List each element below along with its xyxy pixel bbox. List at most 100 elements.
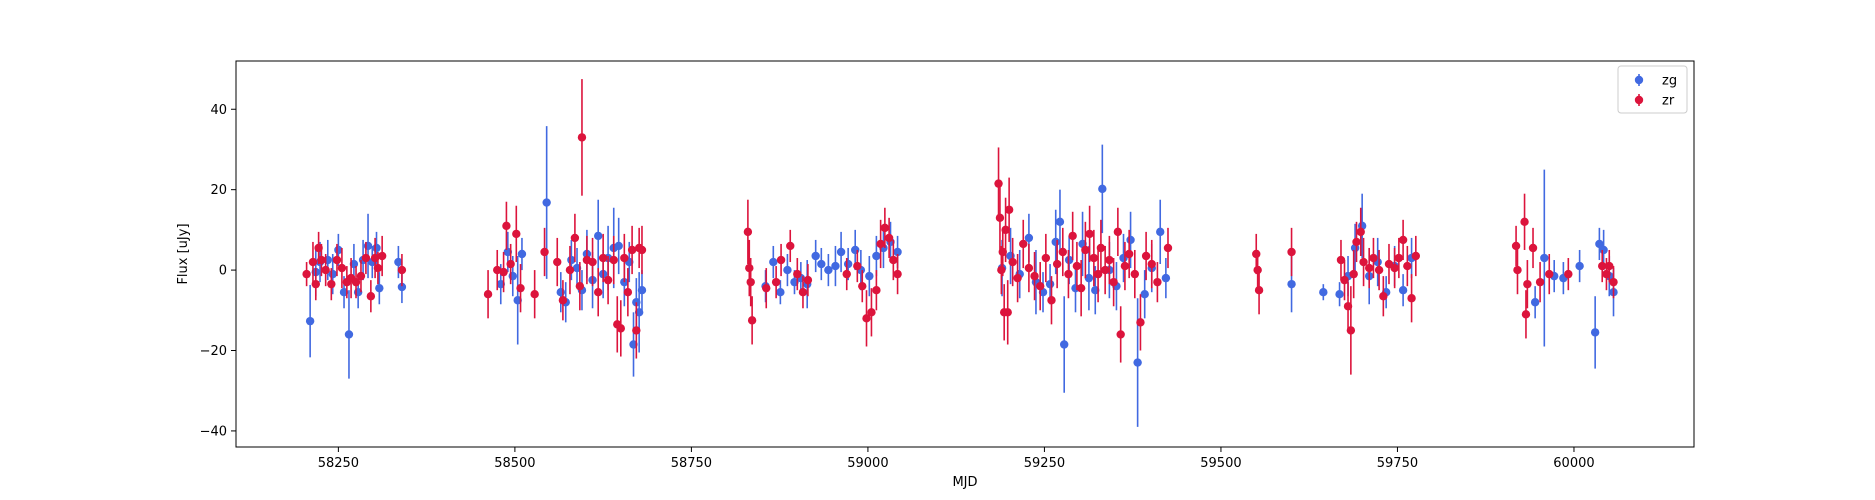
y-tick-label: −40 bbox=[200, 424, 227, 439]
data-point bbox=[1068, 231, 1077, 241]
data-point bbox=[1252, 249, 1261, 259]
data-point bbox=[1598, 261, 1607, 271]
data-point bbox=[1120, 261, 1130, 271]
data-point bbox=[542, 198, 551, 207]
data-point bbox=[1045, 279, 1055, 289]
data-point bbox=[361, 253, 371, 263]
plot-area bbox=[302, 79, 1618, 427]
data-point bbox=[1085, 229, 1094, 239]
data-point bbox=[1365, 263, 1374, 273]
data-point bbox=[1394, 253, 1404, 263]
data-point bbox=[745, 263, 754, 273]
data-point bbox=[1004, 205, 1014, 214]
data-point bbox=[1013, 273, 1022, 283]
data-point bbox=[308, 257, 318, 267]
x-tick-label: 59500 bbox=[1200, 456, 1241, 471]
data-point bbox=[1147, 259, 1156, 269]
data-point bbox=[867, 308, 876, 317]
data-point bbox=[876, 239, 885, 249]
data-point bbox=[1001, 225, 1010, 235]
legend-marker bbox=[1634, 95, 1644, 105]
data-point bbox=[1003, 308, 1012, 317]
data-point bbox=[853, 261, 862, 271]
data-point bbox=[517, 249, 527, 259]
data-point bbox=[594, 287, 603, 297]
data-point bbox=[502, 221, 511, 231]
data-point bbox=[1100, 265, 1110, 275]
data-point bbox=[1060, 340, 1069, 349]
legend: zg zr bbox=[1617, 65, 1688, 114]
data-point bbox=[327, 279, 336, 289]
data-point bbox=[793, 269, 802, 279]
x-tick-label: 59750 bbox=[1377, 456, 1418, 471]
data-point bbox=[851, 245, 860, 255]
data-point bbox=[817, 259, 826, 269]
data-point bbox=[598, 253, 608, 263]
data-point bbox=[1374, 265, 1384, 275]
data-point bbox=[483, 290, 493, 299]
data-point bbox=[328, 269, 337, 279]
data-point bbox=[893, 247, 902, 257]
data-point bbox=[632, 326, 641, 335]
data-point bbox=[1140, 290, 1149, 299]
data-point bbox=[1254, 285, 1264, 295]
data-point bbox=[377, 251, 387, 261]
data-point bbox=[1403, 261, 1412, 271]
data-point bbox=[862, 314, 871, 323]
y-tick-label: 40 bbox=[210, 103, 227, 118]
data-point bbox=[1564, 269, 1573, 279]
data-point bbox=[880, 223, 890, 233]
data-point bbox=[1113, 227, 1123, 237]
data-point bbox=[1287, 279, 1296, 289]
data-point bbox=[616, 324, 625, 333]
legend-marker bbox=[1634, 75, 1644, 85]
data-point bbox=[1336, 255, 1346, 265]
axis-ticks: 58250 58500 58750 59000 59250 59500 59750 60000… bbox=[200, 103, 1595, 471]
data-point bbox=[1340, 275, 1349, 285]
data-point bbox=[1163, 243, 1173, 253]
data-point bbox=[1030, 271, 1039, 281]
data-point bbox=[776, 287, 785, 297]
data-point bbox=[594, 231, 603, 241]
data-point bbox=[1124, 249, 1134, 259]
data-point bbox=[824, 265, 833, 275]
data-point bbox=[1530, 298, 1540, 307]
data-point bbox=[1346, 326, 1356, 335]
data-point bbox=[1064, 269, 1073, 279]
data-point bbox=[1161, 273, 1171, 283]
data-point bbox=[375, 283, 384, 293]
data-point bbox=[373, 263, 383, 273]
data-point bbox=[1349, 269, 1358, 279]
data-point bbox=[1520, 217, 1529, 227]
data-point bbox=[553, 257, 562, 267]
data-point bbox=[1511, 241, 1521, 251]
data-point bbox=[843, 259, 853, 269]
data-point bbox=[1035, 281, 1045, 291]
data-point bbox=[997, 265, 1006, 275]
data-point bbox=[609, 255, 618, 265]
data-point bbox=[1041, 253, 1051, 263]
x-tick-label: 59000 bbox=[847, 456, 888, 471]
data-point bbox=[493, 265, 502, 275]
data-point bbox=[321, 265, 330, 275]
data-point bbox=[506, 259, 515, 269]
data-point bbox=[842, 269, 851, 279]
data-point bbox=[1605, 261, 1614, 271]
data-point bbox=[397, 265, 407, 275]
legend-item-zg: zg bbox=[1634, 74, 1677, 89]
data-point bbox=[1398, 235, 1408, 245]
data-point bbox=[302, 269, 311, 279]
data-point bbox=[1359, 257, 1368, 267]
data-point bbox=[747, 316, 757, 325]
data-point bbox=[1019, 239, 1028, 249]
data-point bbox=[1398, 285, 1408, 295]
data-point bbox=[1141, 251, 1151, 261]
data-point bbox=[540, 247, 549, 257]
data-point bbox=[1411, 251, 1421, 261]
data-point bbox=[558, 296, 568, 305]
x-tick-label: 58250 bbox=[318, 456, 359, 471]
data-point bbox=[1109, 277, 1118, 287]
data-point bbox=[1081, 245, 1090, 255]
data-point bbox=[344, 330, 354, 339]
data-point bbox=[623, 287, 633, 297]
